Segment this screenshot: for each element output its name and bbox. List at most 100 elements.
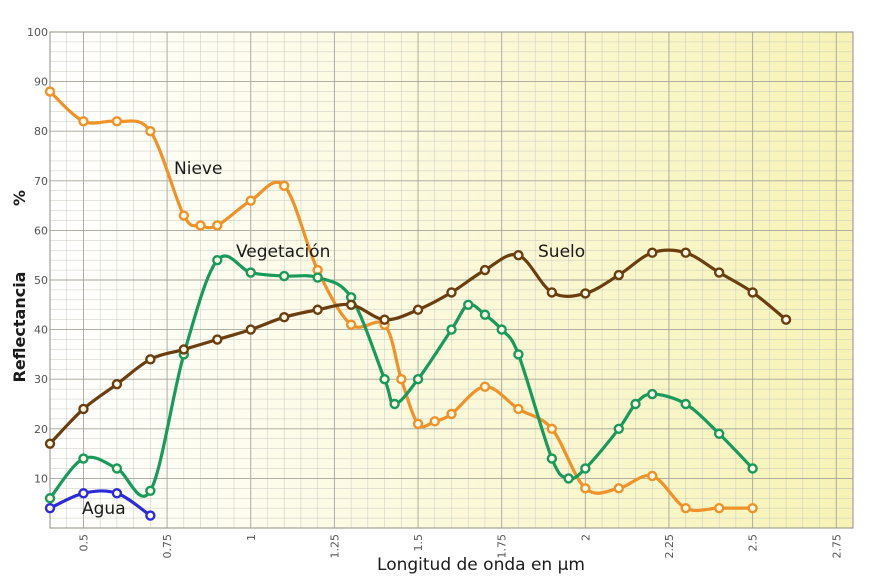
x-tick-label: 2.25 bbox=[663, 534, 676, 559]
data-point-vegetacion bbox=[713, 428, 725, 439]
data-point-suelo bbox=[446, 287, 457, 298]
data-point-suelo bbox=[680, 247, 691, 258]
data-point-vegetacion bbox=[212, 254, 223, 266]
data-point-suelo bbox=[312, 304, 323, 315]
data-point-nieve bbox=[44, 86, 56, 97]
data-point-nieve bbox=[279, 180, 290, 191]
data-point-vegetacion bbox=[563, 473, 574, 484]
data-point-agua bbox=[145, 510, 156, 521]
y-tick-label: 40 bbox=[34, 324, 48, 337]
data-point-vegetacion bbox=[145, 485, 156, 496]
data-point-nieve bbox=[111, 116, 123, 127]
y-axis-label: Reflectancia bbox=[10, 272, 29, 383]
data-point-vegetacion bbox=[312, 272, 323, 283]
y-tick-label: 20 bbox=[34, 423, 48, 436]
data-point-nieve bbox=[613, 483, 624, 494]
y-tick-label: 80 bbox=[34, 125, 48, 138]
data-point-vegetacion bbox=[389, 398, 400, 410]
data-point-agua bbox=[44, 502, 56, 514]
data-point-vegetacion bbox=[630, 398, 641, 410]
data-point-vegetacion bbox=[463, 299, 474, 310]
data-point-nieve bbox=[513, 403, 524, 415]
data-point-suelo bbox=[479, 264, 491, 276]
x-tick-label: 1.25 bbox=[328, 534, 341, 559]
y-tick-label: 60 bbox=[34, 224, 48, 237]
data-point-vegetacion bbox=[479, 309, 491, 320]
x-tick-label: 2 bbox=[579, 534, 592, 541]
data-point-suelo bbox=[546, 287, 558, 298]
series-label-agua: Agua bbox=[82, 499, 126, 519]
data-point-vegetacion bbox=[379, 374, 390, 385]
data-point-vegetacion bbox=[111, 463, 123, 474]
series-labels: Nieve Vegetación Suelo Agua bbox=[82, 159, 585, 519]
series-label-vegetacion: Vegetación bbox=[236, 242, 330, 262]
data-point-vegetacion bbox=[647, 388, 658, 400]
data-point-suelo bbox=[44, 438, 56, 449]
data-point-nieve bbox=[680, 502, 691, 514]
data-point-nieve bbox=[345, 319, 357, 330]
data-point-suelo bbox=[111, 378, 123, 390]
data-point-nieve bbox=[396, 374, 407, 385]
data-point-vegetacion bbox=[496, 324, 507, 335]
data-point-suelo bbox=[379, 314, 390, 325]
y-tick-label: 10 bbox=[34, 472, 48, 485]
data-point-suelo bbox=[713, 267, 725, 278]
data-point-vegetacion bbox=[546, 453, 558, 464]
data-point-nieve bbox=[429, 416, 440, 427]
series-label-suelo: Suelo bbox=[538, 242, 585, 262]
y-tick-label: 30 bbox=[34, 373, 48, 386]
x-tick-label: 0.75 bbox=[161, 534, 174, 559]
data-point-nieve bbox=[412, 418, 424, 430]
data-point-nieve bbox=[479, 381, 491, 392]
data-point-nieve bbox=[747, 502, 758, 514]
data-point-vegetacion bbox=[412, 374, 424, 385]
data-point-vegetacion bbox=[680, 398, 691, 410]
x-tick-label: 1 bbox=[245, 534, 258, 541]
x-tick-label: 0.5 bbox=[77, 534, 90, 552]
data-point-suelo bbox=[513, 249, 524, 261]
y-tick-label: 90 bbox=[34, 76, 48, 89]
data-point-nieve bbox=[580, 483, 591, 494]
data-point-vegetacion bbox=[44, 493, 56, 504]
data-point-nieve bbox=[145, 125, 156, 137]
data-point-nieve bbox=[647, 470, 658, 482]
data-point-vegetacion bbox=[580, 463, 591, 474]
data-point-nieve bbox=[78, 116, 89, 127]
x-tick-label: 1.75 bbox=[496, 534, 509, 559]
x-axis-ticks: 0.5 0.75 1 1.25 1.5 1.75 2 2.25 2.5 2.75 bbox=[77, 534, 843, 559]
data-point-nieve bbox=[245, 195, 256, 206]
grid-major bbox=[50, 31, 853, 528]
data-point-vegetacion bbox=[279, 270, 290, 282]
series-line-agua bbox=[48, 489, 152, 518]
data-point-nieve bbox=[178, 210, 190, 221]
data-point-suelo bbox=[647, 247, 658, 258]
series-markers bbox=[44, 86, 792, 521]
x-tick-label: 2.75 bbox=[830, 534, 843, 559]
data-point-suelo bbox=[245, 324, 256, 335]
series-label-nieve: Nieve bbox=[174, 159, 222, 179]
x-axis-label: Longitud de onda en µm bbox=[377, 555, 585, 575]
data-point-nieve bbox=[446, 408, 457, 420]
plot-frame bbox=[49, 31, 854, 529]
y-axis-unit: % bbox=[10, 190, 29, 206]
data-point-nieve bbox=[212, 220, 223, 231]
data-point-suelo bbox=[780, 314, 792, 325]
data-point-suelo bbox=[412, 304, 424, 315]
y-tick-label: 70 bbox=[34, 175, 48, 188]
data-point-suelo bbox=[747, 287, 758, 298]
data-point-suelo bbox=[145, 354, 156, 365]
data-point-suelo bbox=[345, 299, 357, 310]
data-point-vegetacion bbox=[747, 463, 758, 474]
data-point-suelo bbox=[580, 288, 591, 299]
data-point-suelo bbox=[279, 312, 290, 323]
data-point-vegetacion bbox=[245, 267, 256, 278]
data-point-vegetacion bbox=[446, 324, 457, 335]
data-point-vegetacion bbox=[78, 453, 89, 464]
data-point-suelo bbox=[212, 334, 223, 345]
x-tick-label: 2.5 bbox=[747, 534, 760, 552]
data-point-nieve bbox=[713, 502, 725, 514]
data-point-vegetacion bbox=[613, 423, 624, 434]
data-point-suelo bbox=[178, 344, 190, 355]
